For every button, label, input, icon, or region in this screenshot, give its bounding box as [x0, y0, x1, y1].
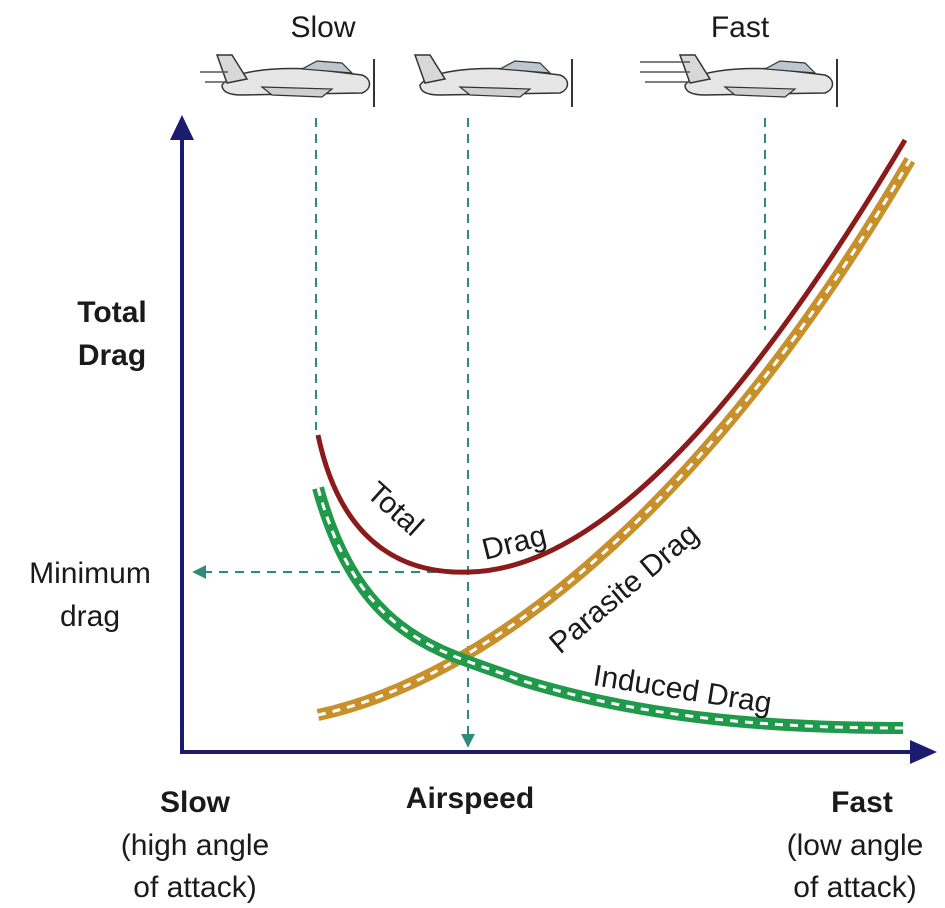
minimum-drag-label: drag [60, 600, 120, 633]
x-axis-left-subtitle: (high angle [121, 829, 269, 862]
curve-label: Total [360, 476, 429, 543]
y-axis-arrow [170, 115, 194, 140]
x-axis-left-subtitle: of attack) [133, 871, 256, 904]
x-axis-left-title: Slow [160, 786, 231, 819]
plane-fast [679, 54, 838, 108]
top-label: Fast [711, 11, 770, 44]
induced-drag-curve-dash [316, 487, 904, 730]
x-axis-right-title: Fast [831, 786, 893, 819]
y-axis-label: Total [77, 296, 146, 329]
top-label: Slow [290, 11, 355, 44]
x-axis-right-subtitle: (low angle [787, 829, 924, 862]
plane-slow-1 [216, 54, 375, 108]
parasite-drag-curve-dash [317, 159, 912, 717]
total-drag-curve [315, 138, 908, 575]
curve-label: Drag [479, 519, 550, 567]
x-axis-right-subtitle: of attack) [793, 871, 916, 904]
x-axis-arrow [910, 740, 937, 764]
plane-slow-2 [414, 54, 573, 108]
speed-lines [200, 61, 690, 83]
x-axis-title: Airspeed [406, 782, 534, 815]
minimum-drag-label: Minimum [29, 557, 151, 590]
y-axis-label: Drag [78, 339, 146, 372]
